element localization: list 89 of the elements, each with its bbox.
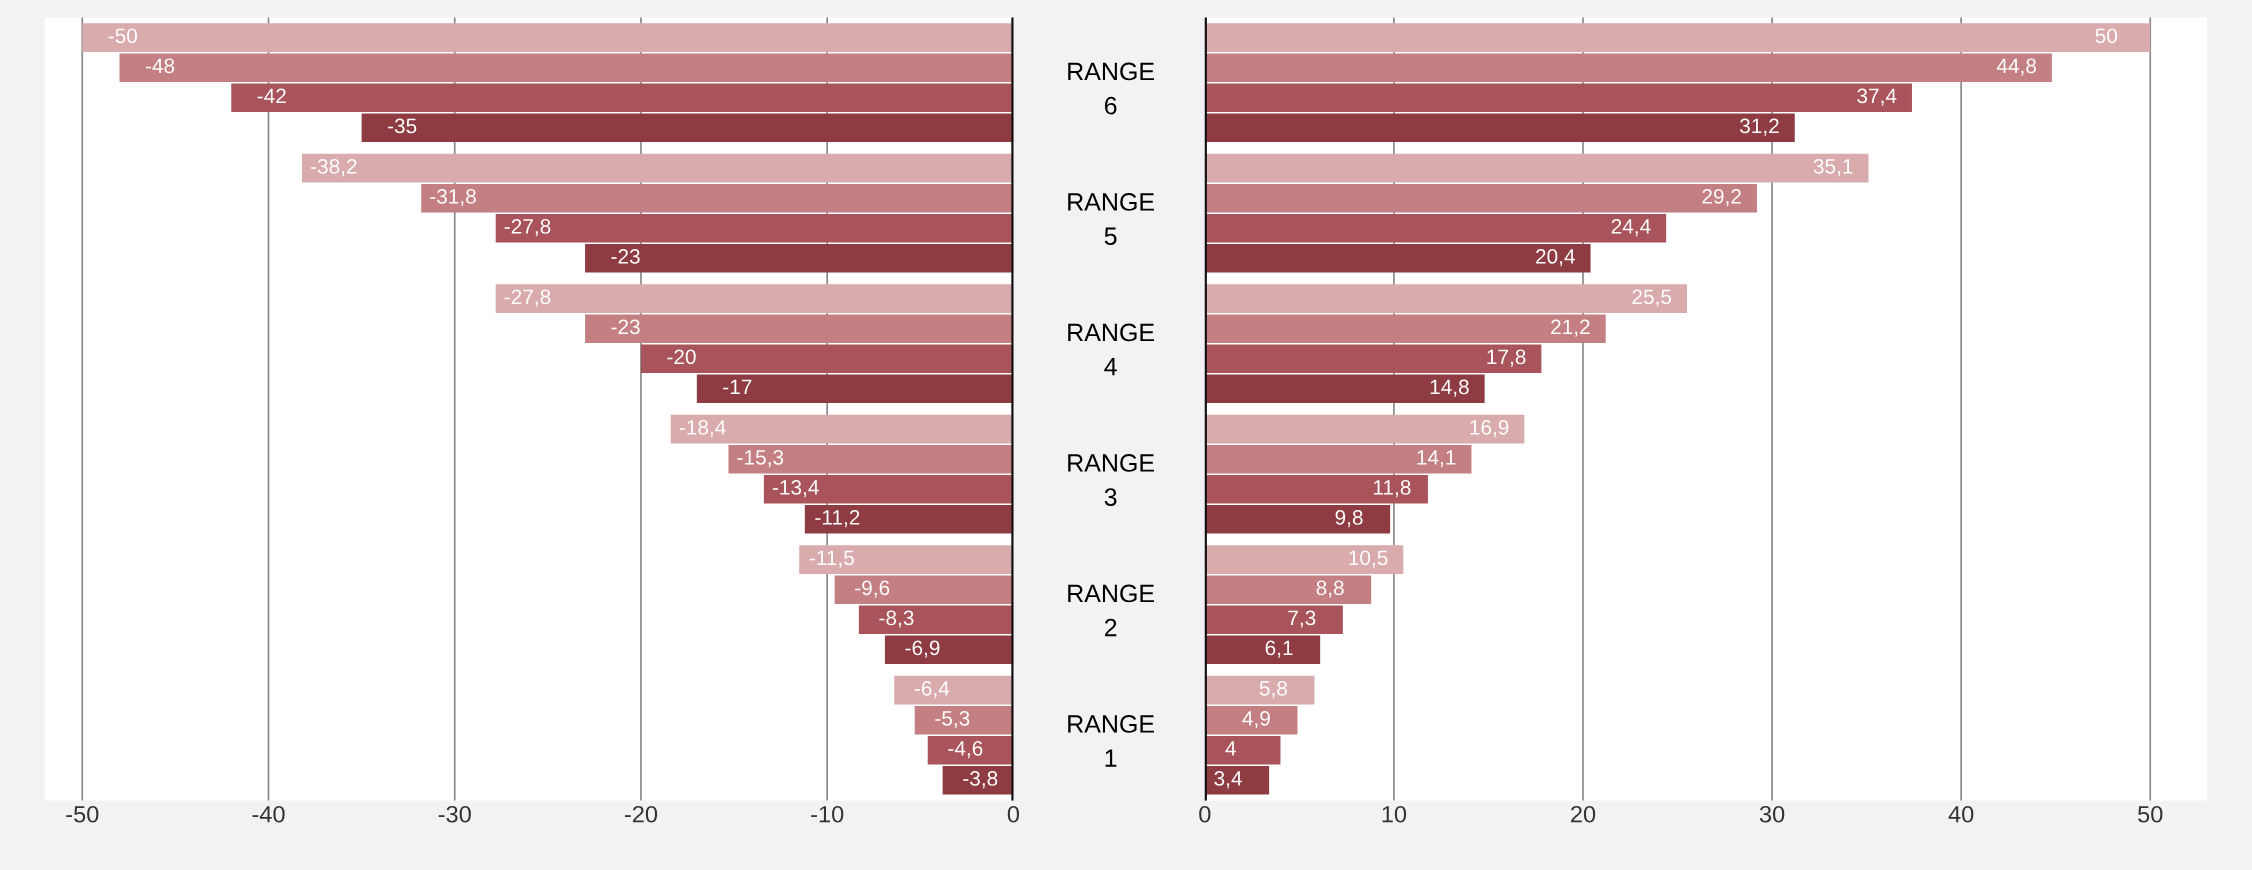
data-label: 17,8 bbox=[1487, 349, 1526, 367]
data-label: 8,8 bbox=[1316, 580, 1344, 598]
data-label: -8,3 bbox=[879, 610, 914, 628]
bar bbox=[1204, 243, 1591, 273]
data-label: 11,8 bbox=[1373, 480, 1411, 498]
data-label: 37,4 bbox=[1857, 88, 1897, 106]
data-label: 3,4 bbox=[1214, 771, 1242, 789]
data-label: -6,4 bbox=[914, 680, 950, 699]
bar bbox=[1204, 113, 1795, 142]
data-label: 10,5 bbox=[1349, 550, 1388, 568]
data-label: -11,5 bbox=[809, 550, 854, 568]
y-tick-label: RANGE 1 bbox=[1068, 715, 1154, 767]
data-label: 20,4 bbox=[1536, 249, 1575, 267]
bar bbox=[1204, 314, 1606, 343]
bar bbox=[1204, 23, 2151, 52]
data-label: 35,1 bbox=[1813, 158, 1853, 177]
x-tick-label: 10 bbox=[1382, 805, 1407, 823]
data-label: 7,3 bbox=[1288, 610, 1316, 628]
data-label: -23 bbox=[611, 319, 640, 335]
data-label: -27,8 bbox=[504, 219, 551, 237]
data-label: 50 bbox=[2095, 28, 2118, 44]
bar bbox=[1204, 153, 1869, 183]
data-label: 25,5 bbox=[1632, 289, 1672, 307]
x-tick-label: 30 bbox=[1759, 805, 1785, 823]
data-label: -35 bbox=[387, 118, 417, 134]
data-label: 6,1 bbox=[1265, 640, 1293, 658]
x-tick-label: -20 bbox=[624, 805, 658, 823]
data-label: 31,2 bbox=[1740, 118, 1779, 136]
data-label: -50 bbox=[108, 28, 138, 44]
data-label: 24,4 bbox=[1611, 219, 1651, 237]
data-label: -13,4 bbox=[772, 480, 819, 498]
data-label: -5,3 bbox=[935, 710, 970, 729]
data-label: 21,2 bbox=[1551, 319, 1590, 337]
bar bbox=[1204, 414, 1525, 444]
x-tick-label: 40 bbox=[1948, 805, 1974, 823]
data-label: 16,9 bbox=[1470, 419, 1509, 438]
data-label: -9,6 bbox=[855, 580, 890, 598]
bar bbox=[1204, 474, 1428, 504]
bar bbox=[1204, 374, 1485, 403]
data-label: -6,9 bbox=[905, 640, 940, 658]
bar bbox=[1204, 635, 1321, 664]
data-label: 14,8 bbox=[1430, 379, 1469, 397]
data-label: 44,8 bbox=[1996, 58, 2036, 76]
y-tick-label: RANGE 6 bbox=[1068, 62, 1154, 115]
data-label: -4,6 bbox=[948, 741, 983, 759]
y-tick-label: RANGE 3 bbox=[1068, 454, 1154, 506]
data-label: -38,2 bbox=[311, 158, 357, 177]
x-tick-label: 50 bbox=[2138, 805, 2163, 823]
data-label: -18,4 bbox=[679, 419, 726, 438]
bar bbox=[1204, 675, 1315, 705]
bar bbox=[1204, 705, 1298, 735]
x-tick-label: 0 bbox=[1007, 805, 1020, 823]
data-label: -48 bbox=[145, 58, 175, 74]
data-label: -15,3 bbox=[737, 449, 784, 468]
y-tick-label: RANGE 5 bbox=[1068, 193, 1154, 245]
bar bbox=[1204, 735, 1281, 765]
bar bbox=[1204, 83, 1912, 112]
bar bbox=[1204, 575, 1372, 604]
y-tick-label: RANGE 2 bbox=[1068, 584, 1154, 637]
data-label: 5,8 bbox=[1259, 680, 1287, 699]
data-label: -42 bbox=[257, 88, 286, 104]
data-label: -11,2 bbox=[815, 510, 860, 528]
bar bbox=[1204, 545, 1404, 574]
data-label: 9,8 bbox=[1335, 510, 1363, 528]
data-label: -23 bbox=[611, 249, 640, 264]
data-label: 29,2 bbox=[1702, 188, 1741, 207]
data-label: -17 bbox=[723, 379, 752, 395]
bar bbox=[1204, 444, 1472, 474]
bar bbox=[1204, 605, 1343, 634]
bar bbox=[1204, 504, 1391, 534]
data-label: 4 bbox=[1225, 741, 1236, 756]
data-label: -31,8 bbox=[430, 188, 476, 207]
bar bbox=[1204, 183, 1757, 213]
data-label: 14,1 bbox=[1417, 450, 1456, 468]
bar bbox=[1204, 53, 2052, 82]
data-label: -27,8 bbox=[504, 289, 551, 307]
bar bbox=[1204, 213, 1667, 243]
y-tick-label: RANGE 4 bbox=[1068, 323, 1154, 376]
data-label: -3,8 bbox=[963, 771, 998, 789]
bar bbox=[1204, 344, 1542, 373]
x-tick-label: -50 bbox=[66, 805, 99, 823]
x-tick-label: -30 bbox=[438, 805, 471, 823]
x-tick-label: -10 bbox=[811, 805, 844, 823]
data-label: -20 bbox=[667, 349, 696, 365]
x-tick-label: -40 bbox=[252, 805, 285, 823]
x-tick-label: 20 bbox=[1571, 805, 1596, 823]
x-tick-label: 0 bbox=[1199, 805, 1211, 823]
bar bbox=[1204, 284, 1687, 313]
data-label: 4,9 bbox=[1242, 710, 1270, 729]
